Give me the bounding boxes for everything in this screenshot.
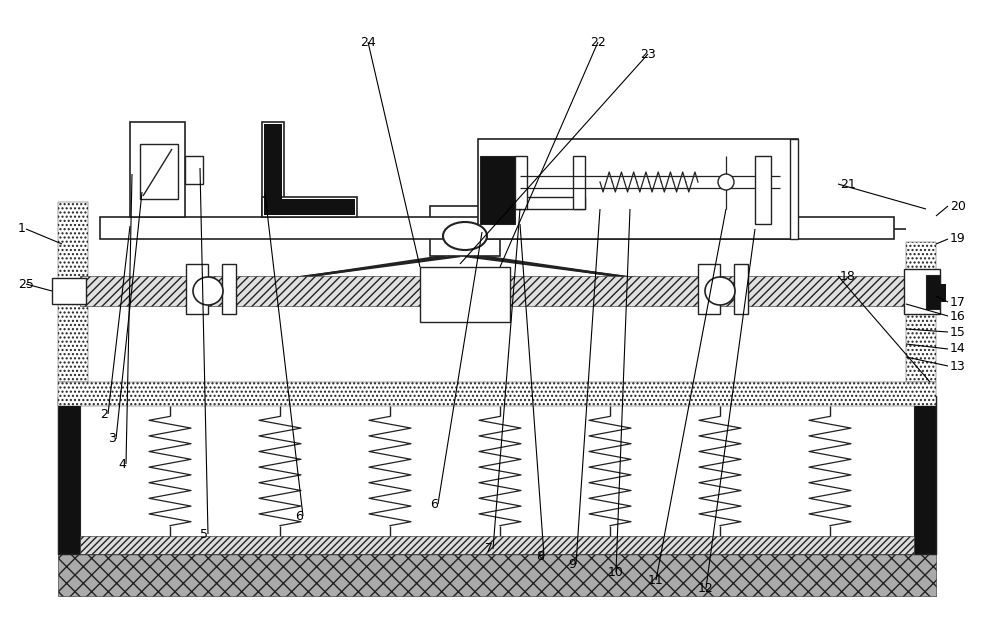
Bar [130, 122, 185, 217]
Text: 3: 3 [108, 432, 116, 446]
Bar [573, 156, 585, 209]
Bar [755, 156, 771, 224]
Text: 6: 6 [295, 510, 303, 522]
Bar [264, 199, 355, 215]
Text: 10: 10 [608, 565, 624, 578]
Bar [430, 206, 500, 256]
Text: 1: 1 [18, 223, 26, 235]
Text: 8: 8 [536, 550, 544, 562]
Text: 5: 5 [200, 527, 208, 540]
Bar [936, 284, 946, 302]
Bar [790, 139, 798, 239]
Circle shape [718, 174, 734, 190]
Bar [80, 276, 906, 306]
Text: 6: 6 [430, 497, 438, 510]
Bar [906, 242, 936, 382]
Text: 18: 18 [840, 270, 856, 283]
Text: 15: 15 [950, 326, 966, 338]
Bar [262, 197, 357, 217]
Ellipse shape [443, 222, 487, 250]
Bar [100, 217, 894, 239]
Text: 14: 14 [950, 343, 966, 356]
Text: 20: 20 [950, 200, 966, 213]
Bar [420, 267, 510, 322]
Bar [262, 122, 284, 217]
Text: 17: 17 [950, 296, 966, 308]
Bar [52, 278, 86, 304]
Text: 9: 9 [568, 557, 576, 570]
Text: 19: 19 [950, 233, 966, 245]
Text: 21: 21 [840, 177, 856, 190]
Bar [904, 269, 940, 314]
Bar [734, 264, 748, 314]
Bar [480, 156, 515, 224]
Text: 25: 25 [18, 278, 34, 291]
Text: 22: 22 [590, 36, 606, 49]
Bar [926, 275, 940, 309]
Bar [58, 396, 80, 554]
Text: 24: 24 [360, 36, 376, 49]
Bar [58, 382, 936, 406]
Bar [515, 197, 585, 209]
Bar [80, 536, 914, 554]
Text: 7: 7 [485, 542, 493, 555]
Ellipse shape [705, 277, 735, 305]
Text: 11: 11 [648, 573, 664, 587]
Bar [186, 264, 208, 314]
Bar [264, 124, 282, 215]
Text: 12: 12 [698, 582, 714, 595]
Text: 4: 4 [118, 457, 126, 470]
Bar [140, 144, 178, 199]
Ellipse shape [193, 277, 223, 305]
Text: 13: 13 [950, 359, 966, 373]
Bar [58, 554, 936, 596]
Bar [58, 202, 88, 382]
Bar [222, 264, 236, 314]
Bar [515, 156, 527, 209]
Bar [914, 396, 936, 554]
Bar [698, 264, 720, 314]
Bar [478, 139, 798, 239]
Bar [185, 156, 203, 184]
Bar [58, 396, 936, 554]
Text: 2: 2 [100, 407, 108, 421]
Text: 23: 23 [640, 47, 656, 61]
Text: 16: 16 [950, 310, 966, 323]
